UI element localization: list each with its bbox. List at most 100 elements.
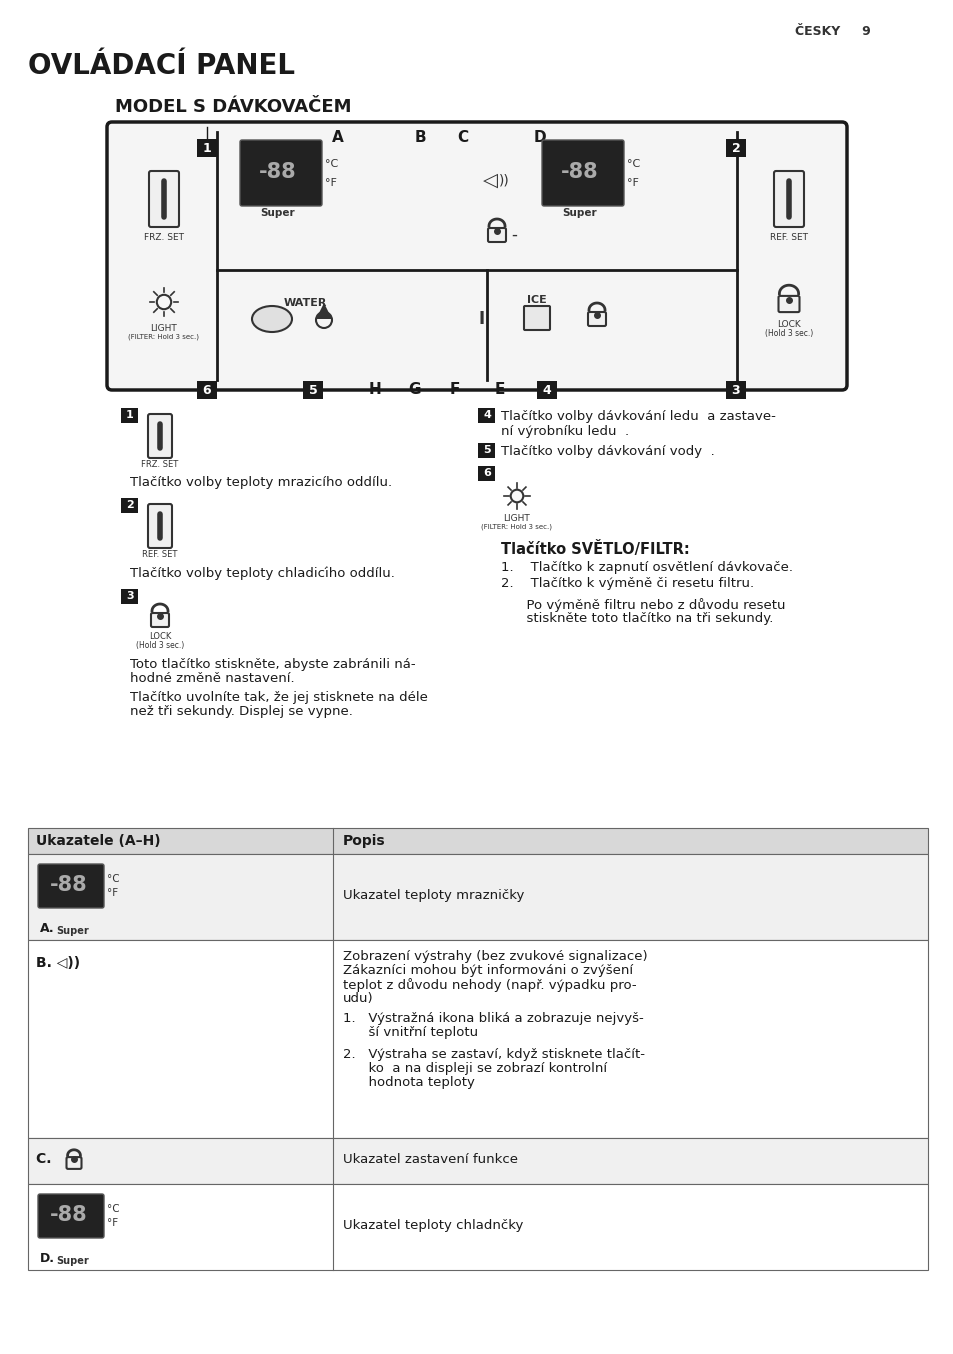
Text: 3: 3 [126,590,133,601]
Text: ní výrobníku ledu  .: ní výrobníku ledu . [500,425,628,437]
Bar [196,380,216,399]
FancyBboxPatch shape [778,297,799,313]
Text: D.: D. [40,1252,55,1265]
Text: 1.   Výstražná ikona bliká a zobrazuje nejvyš-: 1. Výstražná ikona bliká a zobrazuje nej… [343,1011,643,1025]
Text: ◁: ◁ [482,171,497,190]
Circle shape [156,295,171,309]
Bar [196,139,216,157]
Text: -: - [511,226,517,244]
FancyBboxPatch shape [38,864,104,909]
FancyBboxPatch shape [773,171,803,227]
Text: Tlačítko volby dávkování vody  .: Tlačítko volby dávkování vody . [500,445,714,458]
Text: Ukazatel teploty chladnčky: Ukazatel teploty chladnčky [343,1219,523,1232]
Text: Tlačítko uvolníte tak, že jej stisknete na déle: Tlačítko uvolníte tak, že jej stisknete … [130,691,428,704]
Text: (Hold 3 sec.): (Hold 3 sec.) [135,640,184,650]
Text: B: B [414,130,425,145]
Text: (FILTER: Hold 3 sec.): (FILTER: Hold 3 sec.) [481,524,552,531]
Text: 1.    Tlačítko k zapnutí osvětlení dávkovače.: 1. Tlačítko k zapnutí osvětlení dávkovač… [500,561,792,574]
Ellipse shape [252,306,292,332]
Bar [28,1183,927,1270]
Text: (Hold 3 sec.): (Hold 3 sec.) [764,329,812,338]
Text: Super: Super [56,926,90,936]
FancyBboxPatch shape [107,122,846,390]
FancyBboxPatch shape [523,306,550,330]
Text: A.: A. [40,922,54,936]
Bar [537,380,557,399]
Text: Super: Super [562,209,597,218]
Text: Tlačítko volby teploty chladicího oddílu.: Tlačítko volby teploty chladicího oddíl… [130,566,395,580]
Text: 1: 1 [126,410,133,420]
Text: C: C [456,130,468,145]
Text: Super: Super [260,209,294,218]
Text: Zobrazení výstrahy (bez zvukové signalizace): Zobrazení výstrahy (bez zvukové signaliz… [343,951,647,963]
Text: LOCK: LOCK [777,320,800,329]
FancyBboxPatch shape [67,1158,81,1169]
Text: 4: 4 [482,410,491,420]
Text: 5: 5 [482,445,490,455]
Text: Tlačítko volby teploty mrazicího oddílu.: Tlačítko volby teploty mrazicího oddílu. [130,477,392,489]
Text: ší vnitřní teplotu: ší vnitřní teplotu [343,1026,477,1039]
Text: LIGHT: LIGHT [151,324,177,333]
Text: Popis: Popis [343,834,385,848]
Text: 5: 5 [309,383,317,397]
Text: 6: 6 [202,383,212,397]
Bar [121,408,138,422]
Text: Filter: Filter [259,310,285,318]
Text: Ukazatel teploty mrazničky: Ukazatel teploty mrazničky [343,890,524,902]
Text: 6: 6 [482,468,491,478]
Polygon shape [315,303,332,320]
Text: -88: -88 [560,161,598,181]
Circle shape [510,490,523,502]
Bar [28,829,927,854]
Bar [725,380,745,399]
Text: MODEL S DÁVKOVAČEM: MODEL S DÁVKOVAČEM [115,97,351,116]
Text: LIGHT: LIGHT [503,515,530,523]
Bar [28,1137,927,1183]
Text: Ukazatel zastavení funkce: Ukazatel zastavení funkce [343,1154,517,1166]
Text: 4: 4 [542,383,551,397]
Text: °C: °C [626,160,639,169]
Text: °F: °F [107,1219,118,1228]
Bar [478,443,495,458]
Text: °F: °F [325,177,336,188]
Text: 2.   Výstraha se zastaví, když stisknete tlačít-: 2. Výstraha se zastaví, když stisknete t… [343,1048,644,1062]
Bar [121,589,138,604]
Text: D: D [533,130,546,145]
Text: REF. SET: REF. SET [769,233,807,242]
Text: hodné změně nastavení.: hodné změně nastavení. [130,672,294,685]
Text: udu): udu) [343,992,374,1005]
Bar [478,408,495,422]
Bar [303,380,323,399]
Text: C.: C. [36,1152,56,1166]
Text: Tlačítko volby dávkování ledu  a zastave-: Tlačítko volby dávkování ledu a zastave- [500,410,775,422]
Text: °F: °F [107,888,118,898]
FancyBboxPatch shape [151,613,169,627]
Text: A: A [332,130,343,145]
Text: FRZ. SET: FRZ. SET [144,233,184,242]
FancyBboxPatch shape [587,311,605,326]
Text: (FILTER: Hold 3 sec.): (FILTER: Hold 3 sec.) [129,333,199,340]
Text: Super: Super [56,1257,90,1266]
Text: E: E [495,382,505,397]
FancyBboxPatch shape [240,139,322,206]
Bar [725,139,745,157]
FancyBboxPatch shape [148,504,172,548]
Text: 2.    Tlačítko k výměně či resetu filtru.: 2. Tlačítko k výměně či resetu filtru. [500,577,753,590]
Text: -88: -88 [50,1205,88,1225]
Text: Toto tlačítko stiskněte, abyste zabránili ná-: Toto tlačítko stiskněte, abyste zabránil… [130,658,416,672]
Text: G: G [408,382,421,397]
Text: 3: 3 [731,383,740,397]
Text: -88: -88 [259,161,296,181]
Text: Ukazatele (A–H): Ukazatele (A–H) [36,834,160,848]
Text: H: H [368,382,381,397]
FancyBboxPatch shape [38,1194,104,1238]
FancyBboxPatch shape [488,227,505,242]
Text: LOCK: LOCK [149,632,171,640]
Text: Po výměně filtru nebo z důvodu resetu: Po výměně filtru nebo z důvodu resetu [500,598,784,612]
FancyBboxPatch shape [149,171,179,227]
Text: -88: -88 [50,875,88,895]
Bar [478,466,495,481]
Text: 2: 2 [731,142,740,154]
Text: FRZ. SET: FRZ. SET [141,460,178,468]
Text: )): )) [498,173,509,187]
